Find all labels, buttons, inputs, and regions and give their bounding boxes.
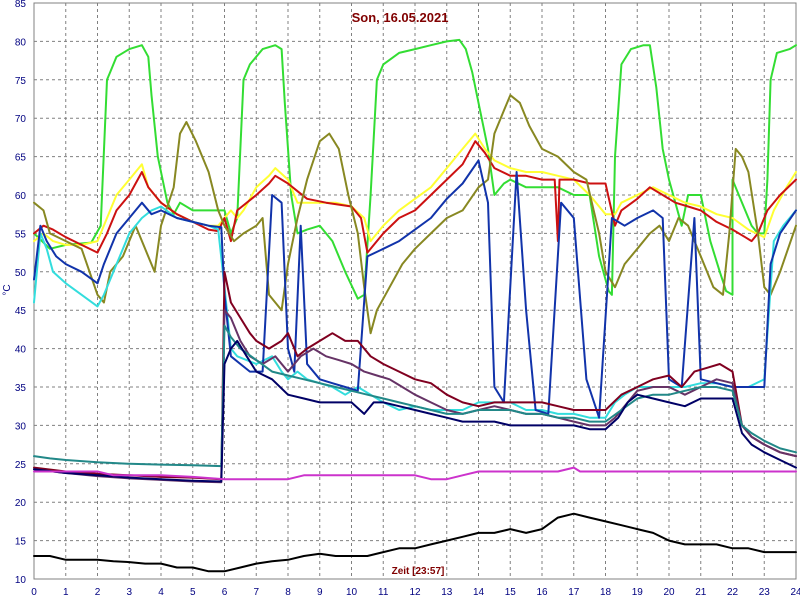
plot-frame (33, 2, 797, 580)
y-tick-label: 55 (15, 229, 27, 240)
y-tick-label: 30 (15, 421, 27, 432)
x-tick-label: 5 (190, 587, 196, 598)
series-line-7 (33, 270, 797, 481)
x-tick-label: 23 (759, 587, 771, 598)
x-tick-label: 7 (253, 587, 259, 598)
y-tick-label: 60 (15, 191, 27, 202)
x-tick-label: 12 (409, 587, 421, 598)
x-tick-label: 20 (663, 587, 675, 598)
x-tick-label: 3 (126, 587, 132, 598)
x-tick-label: 21 (695, 587, 707, 598)
y-tick-label: 10 (15, 575, 27, 586)
y-tick-label: 35 (15, 383, 27, 394)
series-line-12 (33, 512, 797, 573)
x-tick-label: 19 (632, 587, 644, 598)
series-line-11 (33, 466, 797, 481)
x-tick-label: 11 (378, 587, 389, 598)
series-line-3 (33, 140, 797, 254)
x-tick-label: 17 (568, 587, 580, 598)
y-tick-label: 65 (15, 153, 27, 164)
x-tick-label: 9 (317, 587, 323, 598)
y-tick-label: 45 (15, 306, 27, 317)
y-tick-label: 80 (15, 37, 27, 48)
x-tick-label: 14 (473, 587, 485, 598)
x-tick-label: 22 (727, 587, 739, 598)
y-axis-ticks: 10 15 20 25 30 35 40 45 50 55 60 65 70 75 80 85 (15, 0, 27, 586)
x-tick-label: 18 (600, 587, 612, 598)
x-axis-ticks: 0 1 2 3 4 5 6 7 8 9 10 11 12 13 14 15 16 17 18 19 20 21 22 23 24 (31, 587, 800, 598)
y-tick-label: 50 (15, 268, 27, 279)
x-tick-label: 0 (31, 587, 37, 598)
x-tick-label: 15 (505, 587, 517, 598)
x-tick-label: 1 (63, 587, 69, 598)
series-group (33, 38, 797, 573)
x-tick-label: 16 (536, 587, 548, 598)
x-tick-label: 4 (158, 587, 164, 598)
x-tick-label: 13 (441, 587, 453, 598)
series-line-1 (33, 38, 797, 300)
x-tick-label: 2 (95, 587, 101, 598)
series-line-8 (33, 309, 797, 484)
x-tick-label: 6 (222, 587, 228, 598)
y-tick-label: 15 (15, 537, 27, 548)
y-tick-label: 40 (15, 345, 27, 356)
series-line-10 (33, 339, 797, 483)
y-axis-title: °C (2, 284, 13, 295)
x-tick-label: 8 (285, 587, 291, 598)
series-line-4 (33, 94, 797, 335)
x-tick-label: 10 (346, 587, 358, 598)
y-tick-label: 25 (15, 460, 27, 471)
y-tick-label: 70 (15, 114, 27, 125)
series-line-6 (33, 159, 797, 419)
chart-title: Son, 16.05.2021 (352, 10, 449, 25)
x-axis-title: Zeit [23:57] (392, 566, 445, 577)
x-tick-label: 24 (790, 587, 800, 598)
y-tick-label: 75 (15, 76, 27, 87)
y-tick-label: 85 (15, 0, 27, 10)
y-tick-label: 20 (15, 498, 27, 509)
